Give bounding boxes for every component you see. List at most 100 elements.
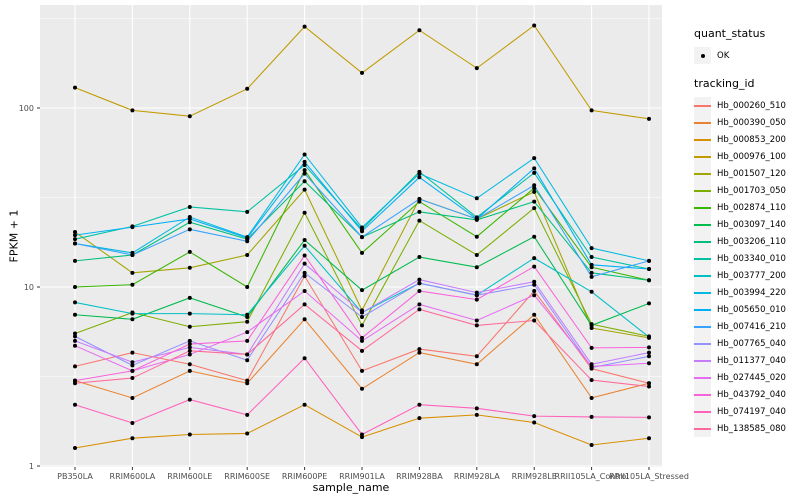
data-point [302, 187, 307, 192]
legend-item-label: Hb_000260_510 [717, 100, 786, 111]
legend-item-label: Hb_000976_100 [717, 151, 786, 162]
data-point [187, 362, 192, 367]
data-point [245, 352, 250, 357]
data-point [302, 168, 307, 173]
data-point [245, 319, 250, 324]
legend-item: Hb_003206_110 [694, 233, 786, 250]
data-point [245, 239, 250, 244]
y-axis-title: FPKM + 1 [7, 209, 21, 263]
legend-line-icon [694, 274, 711, 277]
data-point [130, 225, 135, 230]
data-point [360, 348, 364, 353]
data-point [302, 243, 307, 248]
legend-item-label: OK [717, 50, 730, 61]
data-point [589, 289, 594, 294]
data-point [245, 285, 250, 289]
x-tick-label: RRIM901LA [339, 472, 385, 481]
data-point [589, 270, 594, 275]
legend-key-swatch [694, 284, 711, 301]
data-point [532, 420, 537, 425]
legend-title-quant-status: quant_status [694, 27, 766, 40]
legend-item: Hb_007765_040 [694, 335, 786, 352]
legend-line-icon [694, 104, 711, 107]
data-point [73, 364, 77, 369]
x-tick-label: RRIM928LE [512, 472, 557, 481]
data-point [187, 342, 192, 347]
data-point [417, 277, 422, 282]
data-point [130, 270, 135, 275]
legend-item-label: Hb_007765_040 [717, 338, 786, 349]
data-point [187, 295, 192, 300]
data-point [647, 350, 651, 355]
data-point [647, 436, 651, 441]
data-point [302, 288, 307, 293]
legend-item: Hb_011377_040 [694, 352, 786, 369]
data-point [360, 338, 364, 343]
data-point [245, 381, 250, 386]
data-point [245, 235, 250, 240]
data-point [302, 152, 307, 157]
data-point [474, 297, 479, 302]
x-tick-label: RRII105LA_Stressed [609, 472, 689, 481]
legend-key-swatch [694, 250, 711, 267]
legend-key-swatch [694, 301, 711, 318]
data-point [245, 431, 250, 436]
data-point [532, 206, 537, 211]
legend-item: Hb_001703_050 [694, 182, 786, 199]
data-point [532, 170, 537, 175]
legend-item: Hb_002874_110 [694, 199, 786, 216]
data-point [589, 395, 594, 400]
data-point [187, 227, 192, 232]
legend-key-swatch [694, 182, 711, 199]
data-point [647, 267, 651, 272]
data-point [245, 330, 250, 335]
legend-item: Hb_074197_040 [694, 403, 786, 420]
data-point [302, 24, 307, 29]
legend-key-swatch [694, 386, 711, 403]
data-point [532, 156, 537, 161]
x-tick-label: RRIM600LA [110, 472, 156, 481]
legend-line-icon [694, 410, 711, 413]
data-point [532, 282, 537, 287]
legend-item: Hb_005650_010 [694, 301, 786, 318]
legend-line-icon [694, 325, 711, 328]
legend-item: Hb_000853_200 [694, 131, 786, 148]
data-point [187, 348, 192, 353]
legend-item-label: Hb_002874_110 [717, 202, 786, 213]
legend-item: Hb_000260_510 [694, 97, 786, 114]
data-point [302, 356, 307, 361]
y-tick-label: 100 [19, 104, 34, 113]
data-point [302, 179, 307, 184]
data-point [73, 229, 77, 234]
legend-key-swatch [694, 352, 711, 369]
data-point [532, 166, 537, 171]
data-point [532, 312, 537, 317]
data-point [245, 252, 250, 257]
data-point [589, 345, 594, 350]
data-point [417, 28, 422, 33]
data-point [417, 402, 422, 407]
data-point [302, 253, 307, 258]
x-tick-label: RRIM928BA [396, 472, 443, 481]
data-point [647, 335, 651, 340]
legend-key-swatch [694, 114, 711, 131]
legend-line-icon [694, 257, 711, 260]
legend-item-label: Hb_003340_010 [717, 253, 786, 264]
legend-item: Hb_043792_040 [694, 386, 786, 403]
legend-spacer [694, 64, 786, 77]
legend-item: Hb_000976_100 [694, 148, 786, 165]
data-point [417, 281, 422, 286]
data-point [589, 364, 594, 369]
data-point [245, 412, 250, 417]
data-point [187, 204, 192, 209]
data-point [417, 416, 422, 421]
legend-item: Hb_003340_010 [694, 250, 786, 267]
legend-key-swatch [694, 216, 711, 233]
data-point [532, 293, 537, 298]
legend-item: Hb_003777_200 [694, 267, 786, 284]
data-point [302, 261, 307, 266]
legend-key-swatch [694, 335, 711, 352]
data-point [589, 262, 594, 267]
legend-item-label: Hb_138585_080 [717, 423, 786, 434]
